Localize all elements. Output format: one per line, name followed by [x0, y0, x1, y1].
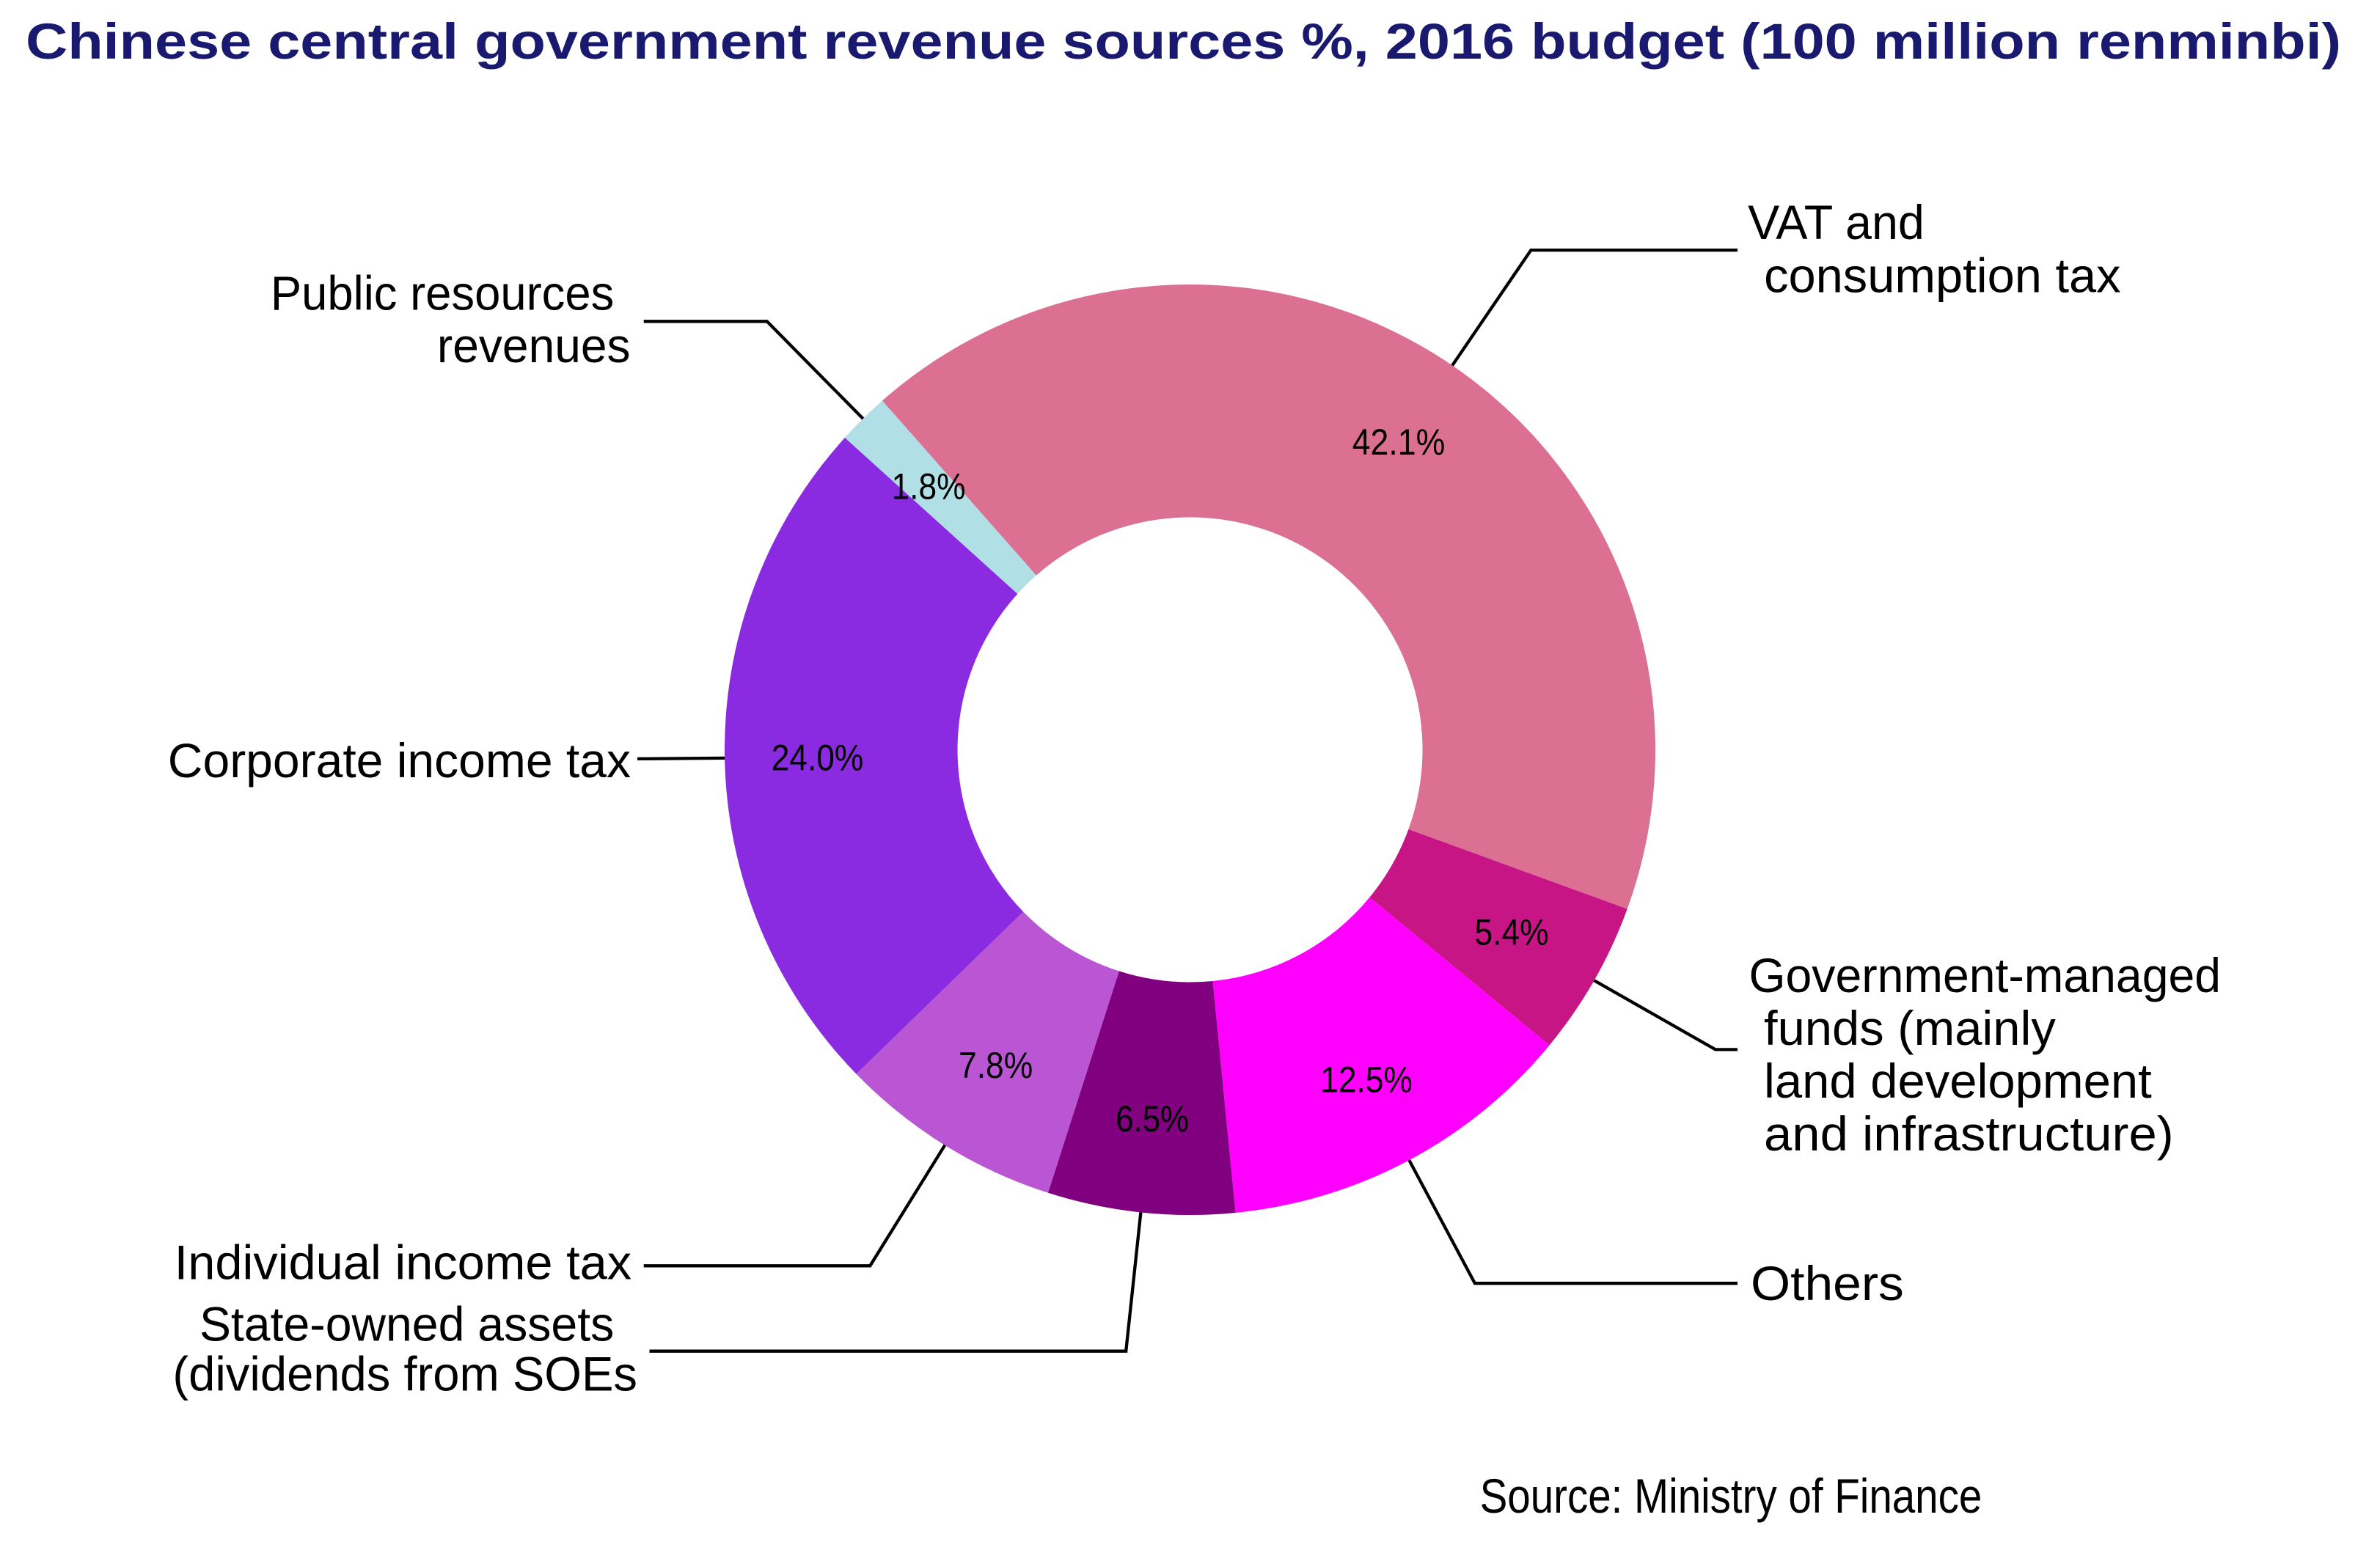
svg-text:Corporate income tax: Corporate income tax — [168, 733, 631, 787]
svg-text:1.8%: 1.8% — [892, 466, 966, 507]
svg-text:Individual income tax: Individual income tax — [175, 1236, 632, 1290]
svg-text:(dividends from SOEs: (dividends from SOEs — [172, 1347, 637, 1401]
svg-text:and infrastructure): and infrastructure) — [1764, 1106, 2174, 1161]
svg-text:7.8%: 7.8% — [959, 1045, 1033, 1086]
svg-text:Government-managed: Government-managed — [1749, 948, 2222, 1002]
svg-text:land development: land development — [1764, 1054, 2152, 1108]
svg-text:VAT and: VAT and — [1748, 195, 1925, 249]
svg-text:Public resources: Public resources — [271, 266, 614, 320]
svg-text:funds (mainly: funds (mainly — [1764, 1001, 2056, 1055]
svg-text:5.4%: 5.4% — [1475, 912, 1549, 953]
svg-text:consumption tax: consumption tax — [1764, 249, 2121, 303]
svg-text:Source: Ministry of Finance: Source: Ministry of Finance — [1480, 1469, 1982, 1523]
svg-text:12.5%: 12.5% — [1320, 1059, 1413, 1100]
svg-text:24.0%: 24.0% — [772, 737, 864, 778]
svg-text:42.1%: 42.1% — [1352, 422, 1446, 463]
svg-text:Chinese central government rev: Chinese central government revenue sourc… — [26, 13, 2341, 70]
svg-text:Others: Others — [1751, 1256, 1904, 1310]
svg-text:revenues: revenues — [437, 318, 631, 372]
svg-text:State-owned assets: State-owned assets — [199, 1297, 614, 1351]
svg-text:6.5%: 6.5% — [1116, 1098, 1189, 1139]
